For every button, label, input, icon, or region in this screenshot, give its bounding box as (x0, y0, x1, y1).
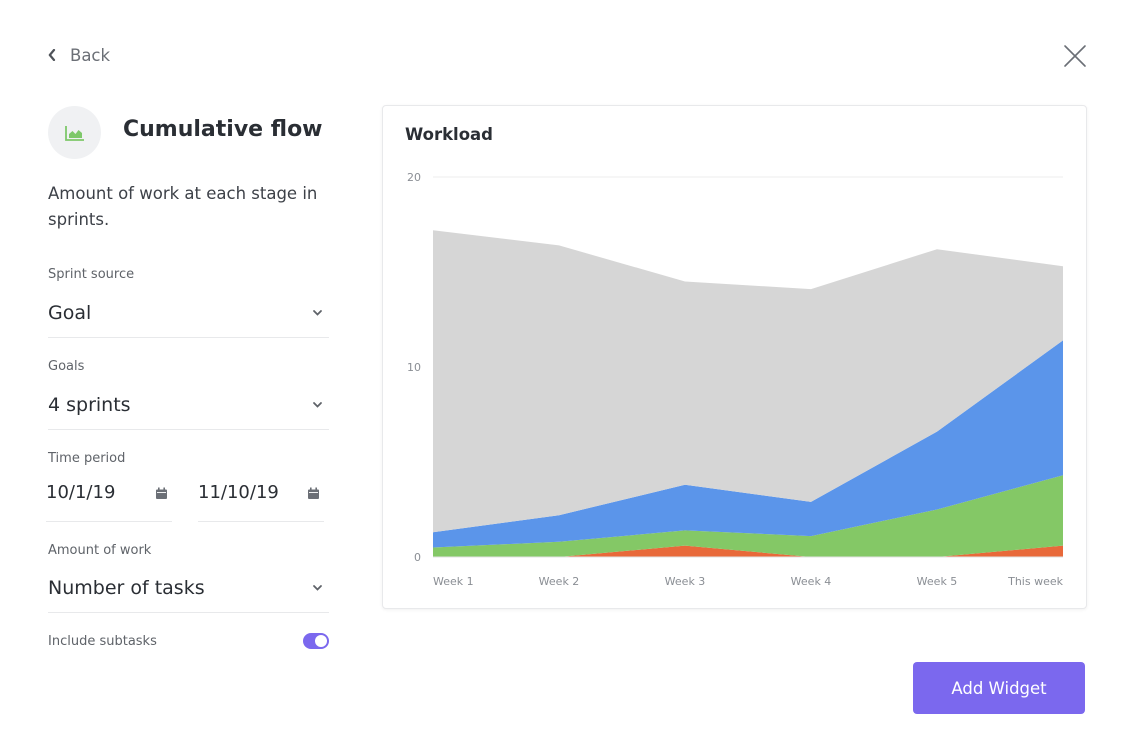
area-series-2 (433, 340, 1063, 548)
y-tick-label: 10 (407, 361, 421, 374)
widget-icon-circle (48, 106, 101, 159)
chevron-down-icon (313, 310, 322, 316)
widget-description: Amount of work at each stage in sprints. (48, 184, 318, 229)
sprint-source-select[interactable]: Goal (48, 293, 329, 338)
chevron-down-icon (313, 585, 322, 591)
amount-of-work-label: Amount of work (48, 543, 152, 558)
cumulative-flow-chart: 0 10 20 Week 1 Week 2 Week 3 Week 4 Week 5 This … (407, 171, 1064, 588)
chart-card: Workload 0 10 20 Week 1 Week 2 Week 3 Week 4 We… (382, 105, 1087, 609)
chevron-down-icon (313, 402, 322, 408)
chart-title: Workload (405, 125, 493, 144)
x-tick-label: Week 5 (917, 575, 958, 588)
end-date-value: 11/10/19 (198, 482, 279, 503)
x-tick-label: This week (1007, 575, 1064, 588)
area-series-0 (433, 545, 1063, 557)
calendar-icon (308, 487, 319, 499)
goals-select[interactable]: 4 sprints (48, 385, 329, 430)
start-date-field[interactable]: 10/1/19 (46, 477, 172, 522)
widget-title: Cumulative flow (123, 117, 323, 142)
back-button[interactable]: Back (48, 43, 110, 67)
area-chart-icon (64, 125, 84, 141)
x-tick-label: Week 3 (665, 575, 706, 588)
amount-of-work-select[interactable]: Number of tasks (48, 568, 329, 613)
time-period-label: Time period (48, 451, 126, 466)
y-tick-label: 20 (407, 171, 421, 184)
add-widget-button[interactable]: Add Widget (913, 662, 1085, 714)
toggle-knob (315, 635, 327, 647)
close-icon[interactable] (1062, 43, 1088, 69)
chevron-left-icon (48, 49, 56, 61)
back-label: Back (70, 45, 111, 65)
calendar-icon (156, 487, 167, 499)
amount-of-work-value: Number of tasks (48, 577, 205, 599)
area-series-1 (433, 475, 1063, 557)
sprint-source-value: Goal (48, 302, 92, 324)
start-date-value: 10/1/19 (46, 482, 116, 503)
sprint-source-label: Sprint source (48, 267, 135, 282)
include-subtasks-toggle[interactable] (303, 633, 329, 649)
x-tick-label: Week 4 (791, 575, 832, 588)
goals-value: 4 sprints (48, 394, 131, 416)
area-series-3 (433, 230, 1063, 533)
x-tick-label: Week 1 (433, 575, 474, 588)
goals-label: Goals (48, 359, 85, 374)
include-subtasks-label: Include subtasks (48, 634, 157, 649)
x-tick-label: Week 2 (539, 575, 580, 588)
end-date-field[interactable]: 11/10/19 (198, 477, 324, 522)
y-tick-label: 0 (414, 551, 421, 564)
